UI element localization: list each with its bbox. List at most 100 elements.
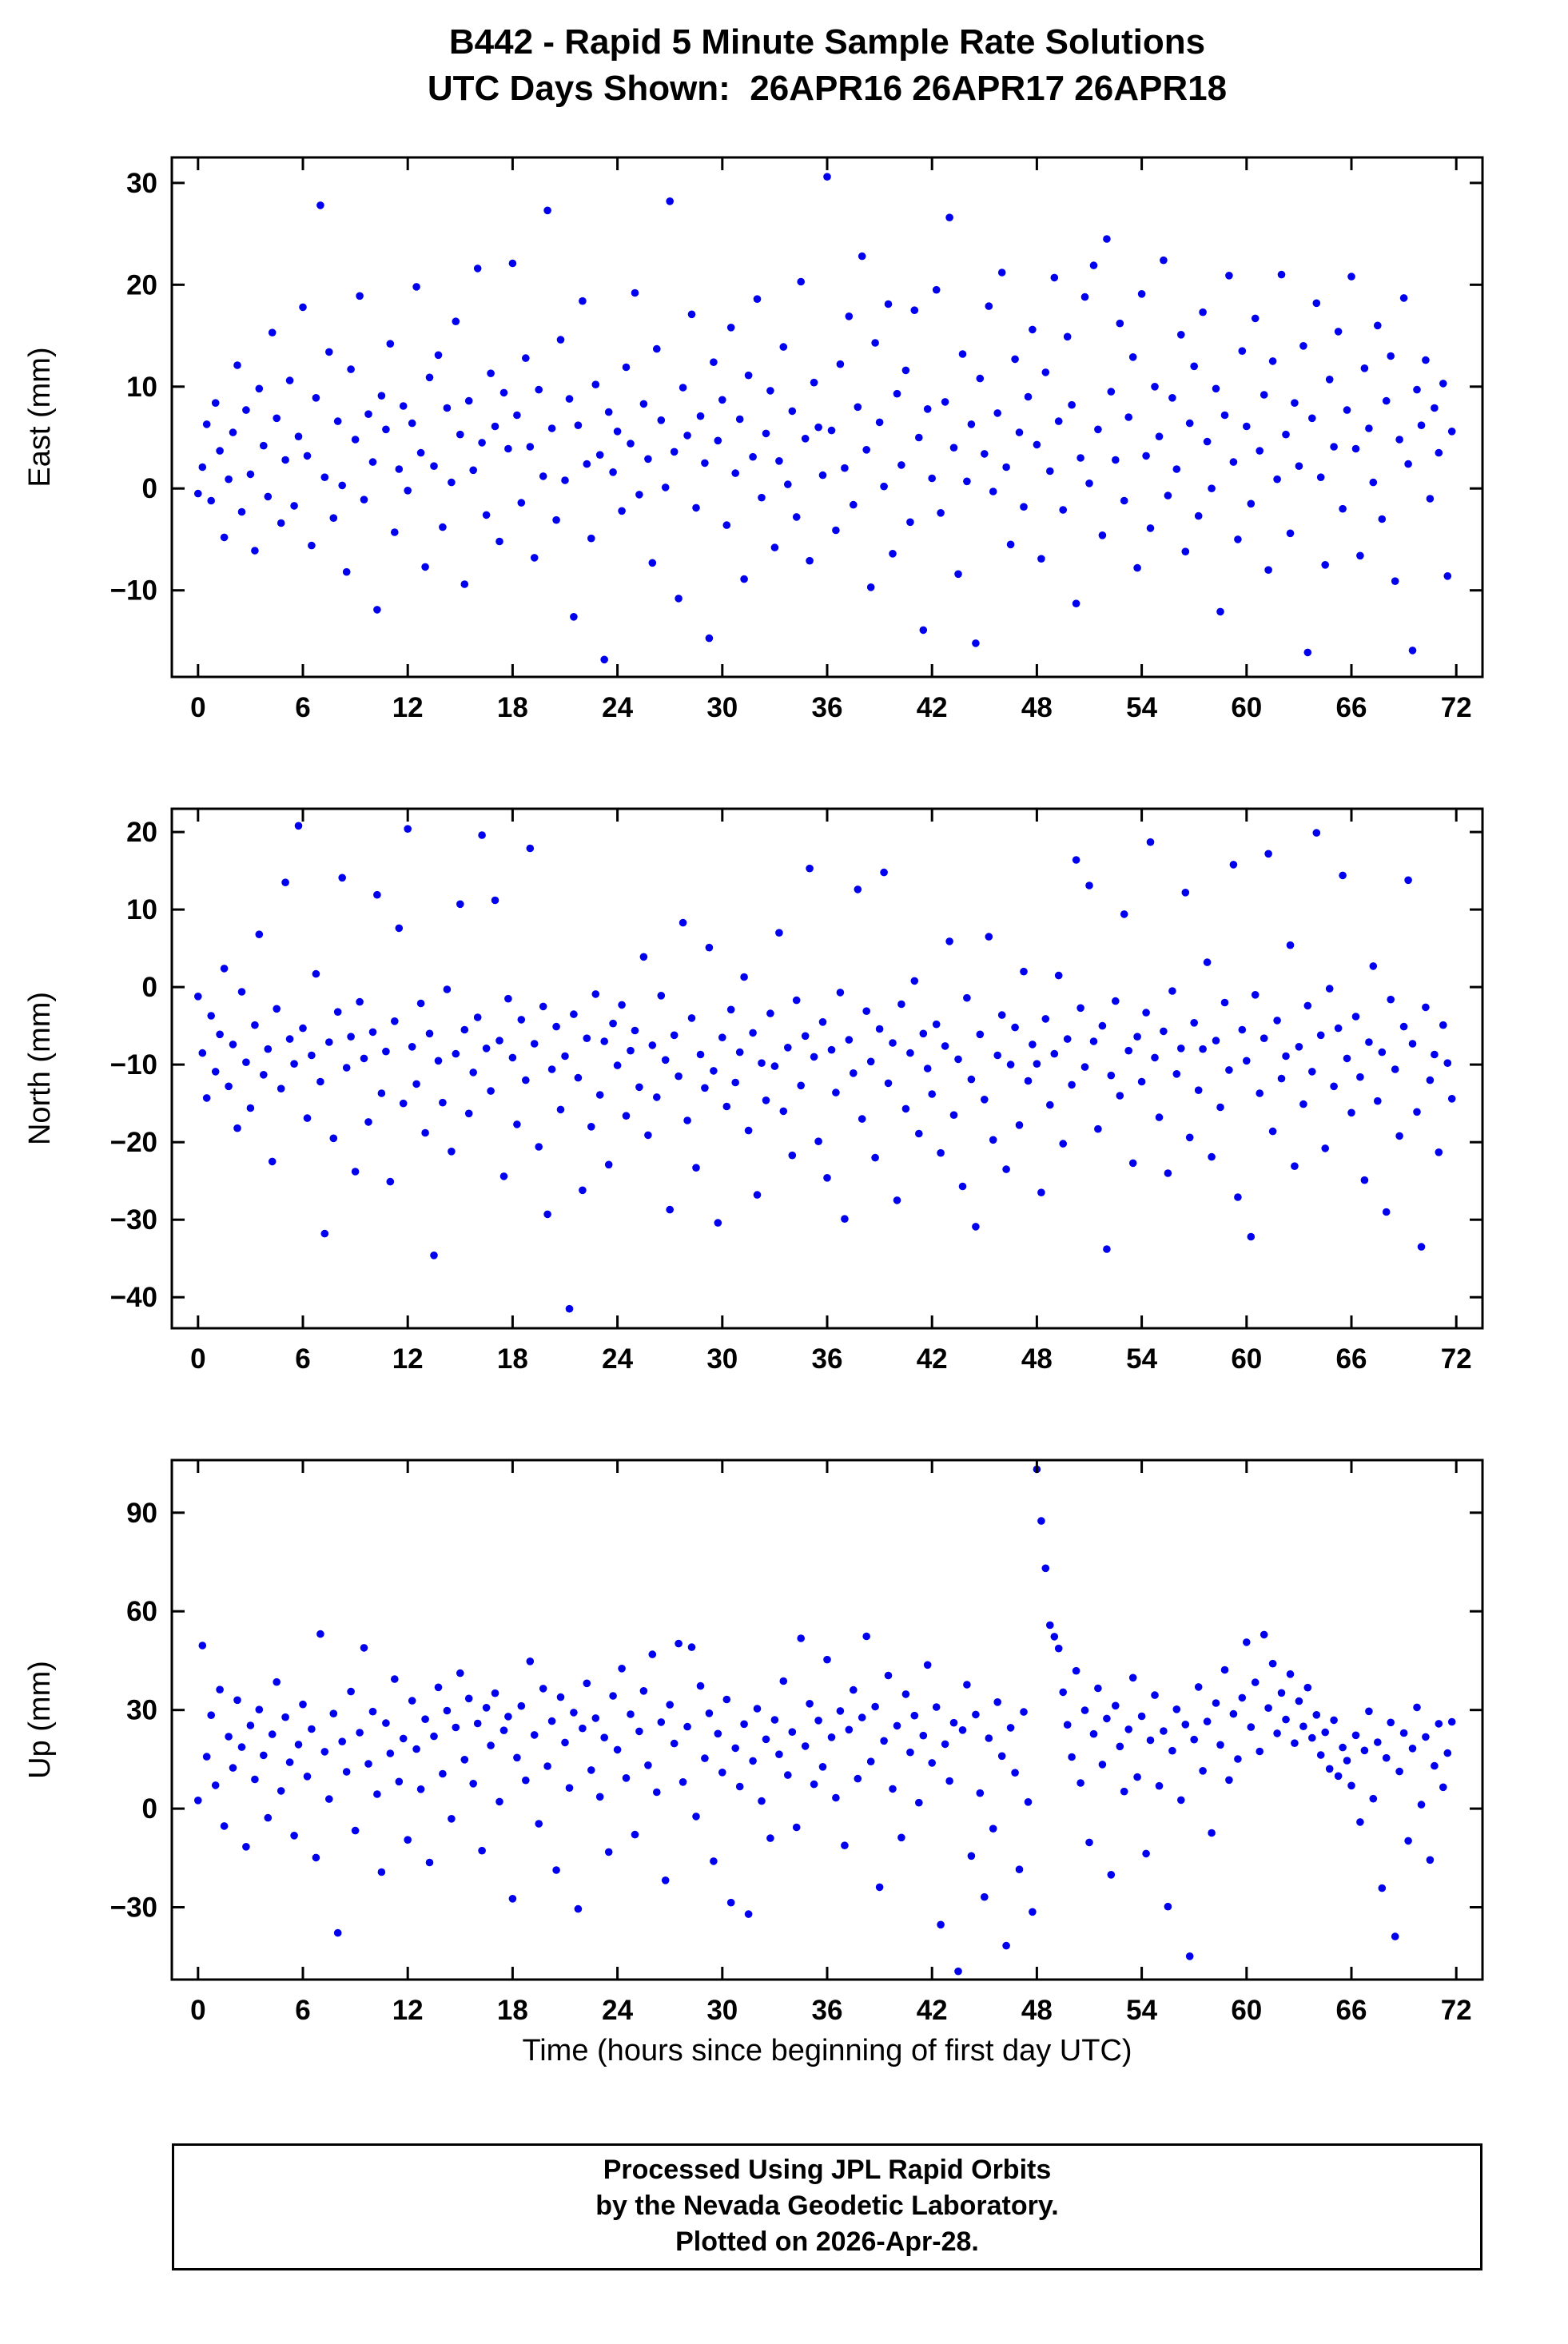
data-point xyxy=(225,475,233,484)
data-point xyxy=(919,1731,928,1740)
data-point xyxy=(281,878,289,886)
data-point xyxy=(264,1045,273,1053)
data-point xyxy=(1426,1076,1435,1084)
data-point xyxy=(1220,998,1229,1007)
data-point xyxy=(644,1131,652,1140)
data-point xyxy=(448,1815,456,1823)
data-point xyxy=(692,503,700,512)
data-point xyxy=(997,1752,1006,1761)
data-point xyxy=(814,423,822,432)
data-point xyxy=(1435,1148,1443,1156)
data-point xyxy=(1312,299,1321,308)
data-point xyxy=(627,1046,635,1055)
data-point xyxy=(613,1745,622,1754)
data-point xyxy=(631,289,639,297)
data-point xyxy=(1238,1025,1247,1034)
data-point xyxy=(648,1041,657,1049)
data-point xyxy=(1172,1705,1181,1713)
data-point xyxy=(679,918,687,927)
data-point xyxy=(404,825,412,833)
data-point xyxy=(609,468,617,476)
data-point xyxy=(639,1687,648,1695)
data-point xyxy=(1295,1043,1303,1051)
data-point xyxy=(784,1044,792,1052)
data-point xyxy=(923,1661,932,1669)
x-tick-label: 12 xyxy=(392,692,424,723)
x-axis-title: Time (hours since beginning of first day… xyxy=(522,2034,1132,2067)
data-point xyxy=(1374,321,1382,330)
data-point xyxy=(552,515,560,524)
data-point xyxy=(425,1858,434,1867)
data-point xyxy=(766,1834,774,1842)
data-point xyxy=(1260,1034,1268,1042)
data-point xyxy=(565,1784,574,1792)
data-point xyxy=(211,399,220,408)
data-point xyxy=(1103,1714,1111,1723)
data-point xyxy=(338,874,347,882)
data-point xyxy=(726,1898,735,1907)
data-point xyxy=(985,933,993,941)
data-point xyxy=(464,1109,473,1118)
data-point xyxy=(233,1696,241,1705)
data-point xyxy=(679,1778,687,1786)
data-point xyxy=(202,420,211,428)
data-point xyxy=(242,406,250,414)
data-point xyxy=(464,396,473,405)
data-point xyxy=(1374,1096,1382,1105)
data-point xyxy=(801,1032,810,1041)
data-point xyxy=(1160,1727,1168,1735)
data-point xyxy=(1316,1751,1325,1759)
data-point xyxy=(1431,404,1439,412)
data-point xyxy=(893,1721,901,1730)
data-point xyxy=(972,1710,980,1719)
data-point xyxy=(347,1687,355,1696)
data-point xyxy=(718,1769,726,1777)
data-point xyxy=(517,1016,526,1024)
data-point xyxy=(710,1067,718,1075)
data-point xyxy=(880,482,888,491)
data-point xyxy=(683,1116,691,1124)
y-tick-label: −30 xyxy=(110,1892,157,1924)
data-point xyxy=(386,340,395,348)
data-point xyxy=(832,1793,840,1802)
data-point xyxy=(775,929,783,937)
data-point xyxy=(1229,1709,1238,1718)
x-tick-label: 6 xyxy=(295,692,310,723)
data-point xyxy=(687,1014,696,1022)
data-point xyxy=(972,639,980,647)
data-point xyxy=(806,864,814,873)
x-tick-label: 18 xyxy=(497,1995,528,2026)
data-point xyxy=(421,563,429,571)
data-point xyxy=(1234,1193,1242,1201)
x-tick-label: 60 xyxy=(1231,1995,1262,2026)
data-point xyxy=(368,1028,377,1037)
data-point xyxy=(670,1031,679,1040)
data-point xyxy=(434,1057,443,1065)
data-point xyxy=(1024,1076,1033,1085)
data-point xyxy=(316,1077,324,1086)
data-point xyxy=(740,973,748,981)
data-point xyxy=(452,1723,460,1732)
data-point xyxy=(539,1685,547,1693)
data-point xyxy=(587,1123,595,1131)
x-tick-label: 6 xyxy=(295,1995,310,2026)
x-tick-label: 66 xyxy=(1336,692,1367,723)
data-point xyxy=(1172,465,1181,473)
data-point xyxy=(469,466,477,475)
data-point xyxy=(294,822,303,830)
data-point xyxy=(1112,456,1120,464)
data-point xyxy=(294,1741,303,1749)
data-point xyxy=(635,1083,643,1092)
data-point xyxy=(810,1780,818,1789)
data-point xyxy=(1059,1688,1067,1697)
data-point xyxy=(1120,496,1128,505)
data-point xyxy=(919,626,928,635)
data-point xyxy=(1063,1721,1072,1729)
data-point xyxy=(299,303,307,312)
data-point xyxy=(303,1773,312,1781)
data-point xyxy=(1399,1729,1408,1737)
data-point xyxy=(299,1700,307,1709)
data-point xyxy=(391,528,399,536)
data-point xyxy=(841,464,849,472)
y-tick-label: −10 xyxy=(110,1049,157,1080)
